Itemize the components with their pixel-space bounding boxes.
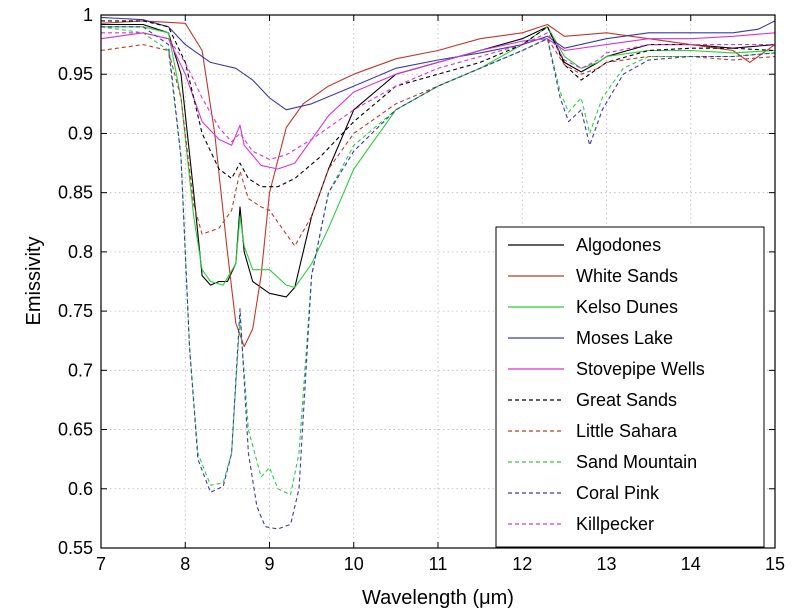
legend-label-6: Little Sahara [576,421,678,441]
legend-box [495,226,765,548]
x-tick-label: 8 [180,554,190,574]
legend-label-2: Kelso Dunes [576,297,678,317]
series-line-3 [100,16,776,111]
y-tick-label: 0.6 [68,479,93,499]
x-tick-label: 15 [765,554,785,574]
y-tick-label: 0.7 [68,360,93,380]
series-line-1 [100,20,776,348]
series-line-8 [101,26,776,530]
legend-label-7: Sand Mountain [576,452,697,472]
series-line-4 [100,32,776,170]
legend: Algodones White Sands Kelso Dunes Moses Lak… [495,226,765,548]
y-tick-label: 0.55 [58,538,93,558]
x-tick-label: 10 [344,554,364,574]
legend-label-3: Moses Lake [576,328,673,348]
x-tick-label: 11 [429,554,448,574]
y-tick-label: 0.65 [58,420,93,440]
legend-label-1: White Sands [576,266,678,286]
x-tick-label: 14 [681,554,701,574]
legend-label-8: Coral Pink [576,483,660,503]
legend-label-0: Algodones [576,235,661,255]
series-line-0 [101,23,776,298]
series-line-9 [101,32,775,161]
axis-ticks: 7 8 9 10 11 12 13 14 15 0.55 0.6 0.65 0.7 0.75 0.8 0.85… [58,5,785,574]
x-tick-label: 9 [264,554,274,574]
y-tick-label: 0.75 [58,301,93,321]
series-line-5 [101,20,776,188]
series-line-6 [100,38,776,247]
series-line-2 [101,26,776,288]
legend-label-5: Great Sands [576,390,677,410]
x-tick-label: 13 [596,554,616,574]
legend-label-9: Killpecker [576,514,654,534]
x-tick-label: 12 [512,554,532,574]
x-axis-title: Wavelength (μm) [362,587,514,609]
legend-label-4: Stovepipe Wells [576,359,705,379]
series-layer [100,16,776,530]
y-tick-label: 0.85 [58,183,93,203]
y-tick-label: 0.8 [68,242,93,262]
y-tick-label: 0.95 [58,64,93,84]
x-tick-label: 7 [96,554,106,574]
y-axis-title: Emissivity [23,237,45,326]
y-tick-label: 0.9 [68,123,93,143]
y-tick-label: 1 [83,5,93,25]
